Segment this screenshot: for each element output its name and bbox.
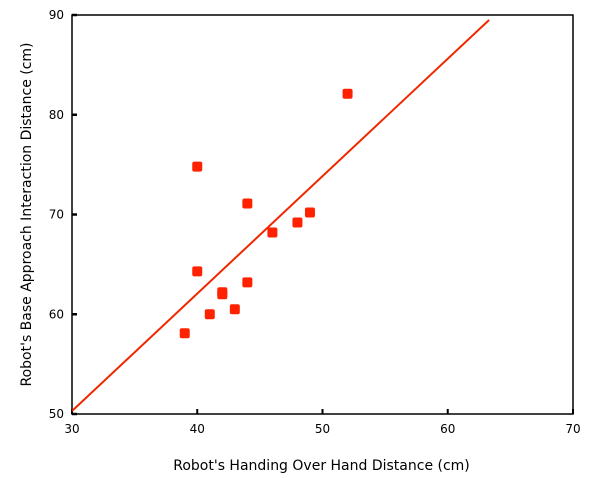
- data-points: [179, 88, 353, 339]
- axes: [71, 13, 574, 416]
- data-point: [217, 287, 228, 298]
- x-tick-label: 60: [440, 422, 455, 436]
- x-tick-label: 70: [565, 422, 580, 436]
- data-point: [204, 309, 215, 320]
- tick-labels: 30 40 50 60 70 50 60 70 80 90: [49, 8, 581, 436]
- data-point: [342, 88, 353, 99]
- x-tick-label: 30: [64, 422, 79, 436]
- data-point: [292, 217, 303, 228]
- data-point: [242, 277, 253, 288]
- x-axis-label: Robot's Handing Over Hand Distance (cm): [173, 458, 470, 474]
- data-point: [179, 328, 190, 339]
- data-point: [192, 266, 203, 277]
- y-tick-label: 80: [49, 108, 64, 122]
- x-tick-label: 40: [190, 422, 205, 436]
- fit-line: [71, 19, 490, 412]
- data-point: [229, 304, 240, 315]
- y-tick-label: 60: [49, 307, 64, 321]
- x-tick-label: 50: [315, 422, 330, 436]
- y-axis-label: Robot's Base Approach Interaction Distan…: [19, 42, 35, 386]
- y-tick-label: 70: [49, 208, 64, 222]
- data-point: [267, 227, 278, 238]
- y-tick-label: 90: [49, 8, 64, 22]
- y-tick-label: 50: [49, 407, 64, 421]
- data-point: [192, 161, 203, 172]
- data-point: [242, 198, 253, 209]
- fit-line-group: [71, 19, 490, 412]
- plot-frame: [71, 14, 574, 415]
- data-point: [304, 207, 315, 218]
